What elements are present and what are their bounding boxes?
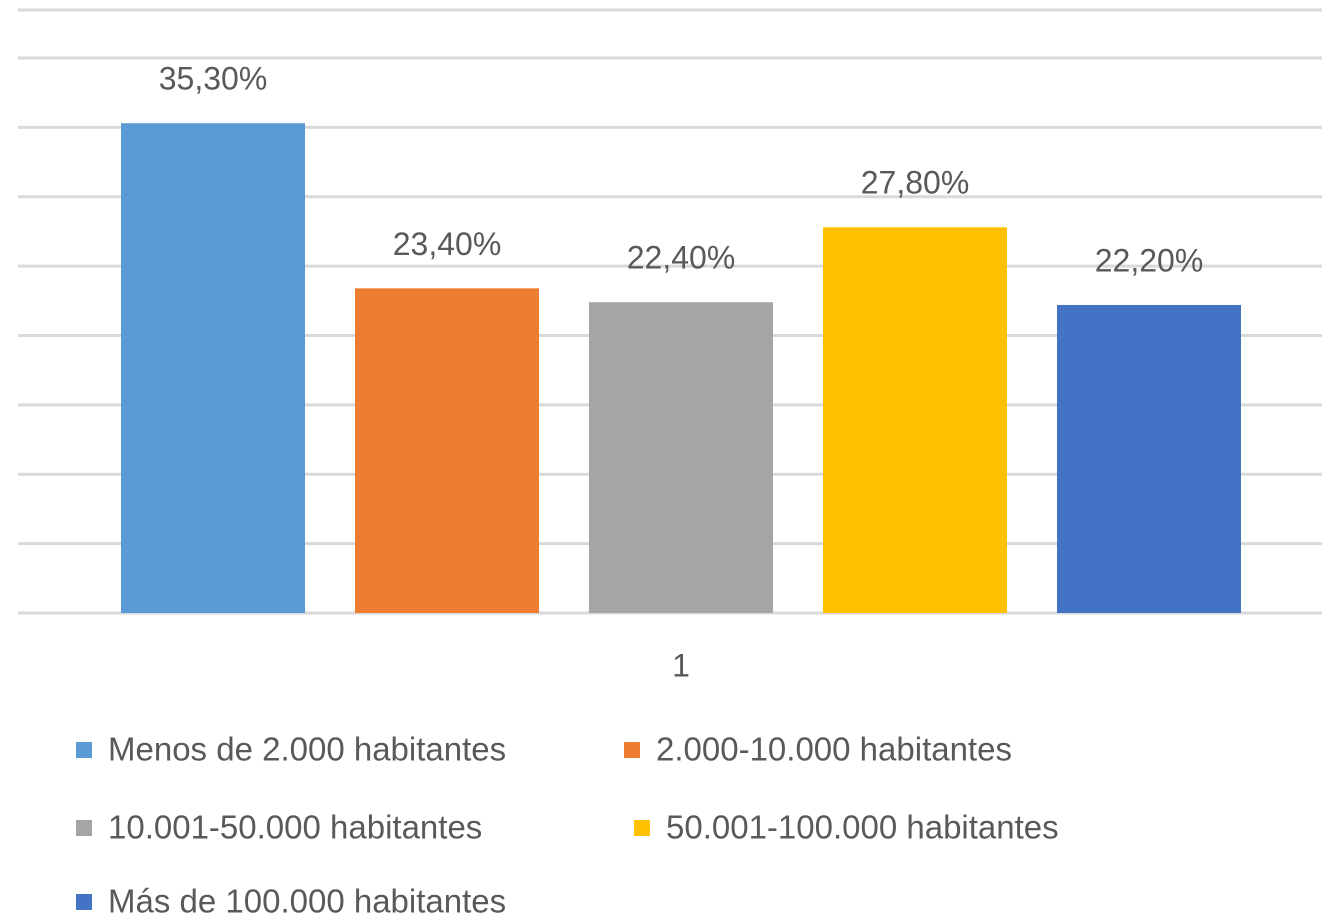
bar xyxy=(823,227,1007,613)
bar xyxy=(355,288,539,613)
legend-label: 2.000-10.000 habitantes xyxy=(656,731,1012,768)
legend-label: Menos de 2.000 habitantes xyxy=(108,731,506,768)
legend-label: 10.001-50.000 habitantes xyxy=(108,809,482,846)
x-tick-label: 1 xyxy=(672,647,690,683)
data-label: 22,20% xyxy=(1095,242,1204,278)
legend-swatch xyxy=(76,820,92,836)
legend-swatch xyxy=(624,742,640,758)
legend-swatch xyxy=(76,742,92,758)
legend-label: 50.001-100.000 habitantes xyxy=(666,809,1059,846)
data-label: 22,40% xyxy=(627,240,736,276)
data-label: 27,80% xyxy=(861,165,970,201)
data-label: 23,40% xyxy=(393,226,502,262)
legend-swatch xyxy=(76,894,92,910)
bar xyxy=(589,302,773,613)
data-label: 35,30% xyxy=(159,61,268,97)
bar xyxy=(121,123,305,614)
legend-label: Más de 100.000 habitantes xyxy=(108,883,506,917)
bar xyxy=(1057,304,1241,613)
legend-swatch xyxy=(634,820,650,836)
